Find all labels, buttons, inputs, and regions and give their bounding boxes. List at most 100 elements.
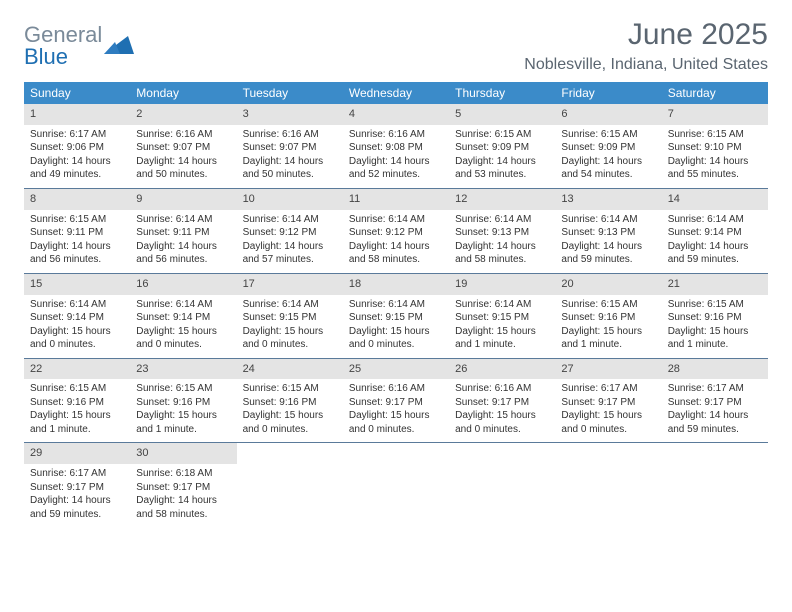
sunrise-text: Sunrise: 6:14 AM <box>668 213 762 227</box>
daylight-text: Daylight: 15 hours and 1 minute. <box>455 325 549 352</box>
sunset-text: Sunset: 9:17 PM <box>455 396 549 410</box>
day-cell: 23Sunrise: 6:15 AMSunset: 9:16 PMDayligh… <box>130 359 236 443</box>
daylight-text: Daylight: 14 hours and 58 minutes. <box>349 240 443 267</box>
day-number: 16 <box>130 274 236 295</box>
sunrise-text: Sunrise: 6:17 AM <box>30 467 124 481</box>
sunrise-text: Sunrise: 6:16 AM <box>349 128 443 142</box>
daylight-text: Daylight: 15 hours and 1 minute. <box>561 325 655 352</box>
day-body: Sunrise: 6:15 AMSunset: 9:16 PMDaylight:… <box>24 379 130 442</box>
day-cell <box>662 443 768 527</box>
sunset-text: Sunset: 9:17 PM <box>136 481 230 495</box>
day-body: Sunrise: 6:14 AMSunset: 9:15 PMDaylight:… <box>449 295 555 358</box>
day-number: 29 <box>24 443 130 464</box>
sunset-text: Sunset: 9:09 PM <box>455 141 549 155</box>
day-body: Sunrise: 6:16 AMSunset: 9:08 PMDaylight:… <box>343 125 449 188</box>
day-cell: 22Sunrise: 6:15 AMSunset: 9:16 PMDayligh… <box>24 359 130 443</box>
day-number: 20 <box>555 274 661 295</box>
day-cell: 27Sunrise: 6:17 AMSunset: 9:17 PMDayligh… <box>555 359 661 443</box>
logo-mark-icon <box>104 32 134 59</box>
day-cell: 6Sunrise: 6:15 AMSunset: 9:09 PMDaylight… <box>555 104 661 188</box>
day-cell: 26Sunrise: 6:16 AMSunset: 9:17 PMDayligh… <box>449 359 555 443</box>
sunset-text: Sunset: 9:16 PM <box>136 396 230 410</box>
weekday-header-row: SundayMondayTuesdayWednesdayThursdayFrid… <box>24 82 768 104</box>
sunset-text: Sunset: 9:15 PM <box>243 311 337 325</box>
sunset-text: Sunset: 9:10 PM <box>668 141 762 155</box>
day-body: Sunrise: 6:17 AMSunset: 9:17 PMDaylight:… <box>555 379 661 442</box>
logo-text: General Blue <box>24 24 102 68</box>
day-cell: 12Sunrise: 6:14 AMSunset: 9:13 PMDayligh… <box>449 189 555 273</box>
week-row: 15Sunrise: 6:14 AMSunset: 9:14 PMDayligh… <box>24 274 768 359</box>
day-cell: 8Sunrise: 6:15 AMSunset: 9:11 PMDaylight… <box>24 189 130 273</box>
day-cell: 7Sunrise: 6:15 AMSunset: 9:10 PMDaylight… <box>662 104 768 188</box>
day-number: 22 <box>24 359 130 380</box>
day-body: Sunrise: 6:14 AMSunset: 9:15 PMDaylight:… <box>343 295 449 358</box>
day-number: 7 <box>662 104 768 125</box>
sunrise-text: Sunrise: 6:14 AM <box>30 298 124 312</box>
sunrise-text: Sunrise: 6:16 AM <box>136 128 230 142</box>
day-number: 8 <box>24 189 130 210</box>
page-header: General Blue June 2025 Noblesville, Indi… <box>24 18 768 74</box>
day-number: 15 <box>24 274 130 295</box>
calendar-grid: SundayMondayTuesdayWednesdayThursdayFrid… <box>24 82 768 527</box>
sunset-text: Sunset: 9:08 PM <box>349 141 443 155</box>
day-number: 18 <box>343 274 449 295</box>
daylight-text: Daylight: 15 hours and 0 minutes. <box>349 325 443 352</box>
daylight-text: Daylight: 14 hours and 56 minutes. <box>30 240 124 267</box>
day-number: 4 <box>343 104 449 125</box>
sunrise-text: Sunrise: 6:16 AM <box>349 382 443 396</box>
daylight-text: Daylight: 15 hours and 0 minutes. <box>136 325 230 352</box>
day-cell: 11Sunrise: 6:14 AMSunset: 9:12 PMDayligh… <box>343 189 449 273</box>
day-number: 27 <box>555 359 661 380</box>
weekday-header: Wednesday <box>343 82 449 104</box>
logo-word-2: Blue <box>24 44 68 69</box>
daylight-text: Daylight: 15 hours and 0 minutes. <box>243 325 337 352</box>
sunrise-text: Sunrise: 6:17 AM <box>30 128 124 142</box>
sunrise-text: Sunrise: 6:14 AM <box>136 213 230 227</box>
day-cell: 15Sunrise: 6:14 AMSunset: 9:14 PMDayligh… <box>24 274 130 358</box>
sunrise-text: Sunrise: 6:15 AM <box>561 298 655 312</box>
sunrise-text: Sunrise: 6:14 AM <box>455 298 549 312</box>
daylight-text: Daylight: 15 hours and 0 minutes. <box>243 409 337 436</box>
day-body: Sunrise: 6:15 AMSunset: 9:11 PMDaylight:… <box>24 210 130 273</box>
daylight-text: Daylight: 15 hours and 0 minutes. <box>455 409 549 436</box>
day-number: 11 <box>343 189 449 210</box>
daylight-text: Daylight: 14 hours and 59 minutes. <box>561 240 655 267</box>
sunrise-text: Sunrise: 6:15 AM <box>136 382 230 396</box>
sunrise-text: Sunrise: 6:15 AM <box>30 213 124 227</box>
sunset-text: Sunset: 9:15 PM <box>349 311 443 325</box>
daylight-text: Daylight: 15 hours and 0 minutes. <box>561 409 655 436</box>
daylight-text: Daylight: 14 hours and 56 minutes. <box>136 240 230 267</box>
weekday-header: Saturday <box>662 82 768 104</box>
sunrise-text: Sunrise: 6:15 AM <box>561 128 655 142</box>
day-body: Sunrise: 6:17 AMSunset: 9:17 PMDaylight:… <box>662 379 768 442</box>
sunset-text: Sunset: 9:07 PM <box>243 141 337 155</box>
day-number: 24 <box>237 359 343 380</box>
day-body: Sunrise: 6:14 AMSunset: 9:13 PMDaylight:… <box>449 210 555 273</box>
sunset-text: Sunset: 9:14 PM <box>668 226 762 240</box>
day-cell: 30Sunrise: 6:18 AMSunset: 9:17 PMDayligh… <box>130 443 236 527</box>
sunset-text: Sunset: 9:14 PM <box>30 311 124 325</box>
sunset-text: Sunset: 9:17 PM <box>349 396 443 410</box>
day-cell <box>555 443 661 527</box>
day-cell: 19Sunrise: 6:14 AMSunset: 9:15 PMDayligh… <box>449 274 555 358</box>
sunset-text: Sunset: 9:15 PM <box>455 311 549 325</box>
sunrise-text: Sunrise: 6:15 AM <box>30 382 124 396</box>
week-row: 29 Sunrise: 6:17 AM Sunset: 9:17 PM Dayligh… <box>24 443 768 527</box>
daylight-text: Daylight: 14 hours and 50 minutes. <box>136 155 230 182</box>
daylight-text: Daylight: 14 hours and 52 minutes. <box>349 155 443 182</box>
daylight-text: Daylight: 14 hours and 49 minutes. <box>30 155 124 182</box>
sunset-text: Sunset: 9:12 PM <box>243 226 337 240</box>
day-cell <box>343 443 449 527</box>
sunset-text: Sunset: 9:17 PM <box>668 396 762 410</box>
day-cell: 28Sunrise: 6:17 AMSunset: 9:17 PMDayligh… <box>662 359 768 443</box>
day-number: 6 <box>555 104 661 125</box>
day-body: Sunrise: 6:15 AMSunset: 9:09 PMDaylight:… <box>449 125 555 188</box>
weekday-header: Sunday <box>24 82 130 104</box>
daylight-text: Daylight: 14 hours and 59 minutes. <box>30 494 124 521</box>
day-cell: 5Sunrise: 6:15 AMSunset: 9:09 PMDaylight… <box>449 104 555 188</box>
day-cell: 14Sunrise: 6:14 AMSunset: 9:14 PMDayligh… <box>662 189 768 273</box>
sunrise-text: Sunrise: 6:14 AM <box>561 213 655 227</box>
sunrise-text: Sunrise: 6:16 AM <box>243 128 337 142</box>
week-row: 1Sunrise: 6:17 AMSunset: 9:06 PMDaylight… <box>24 104 768 189</box>
day-cell: 29Sunrise: 6:17 AMSunset: 9:17 PMDayligh… <box>24 443 130 527</box>
